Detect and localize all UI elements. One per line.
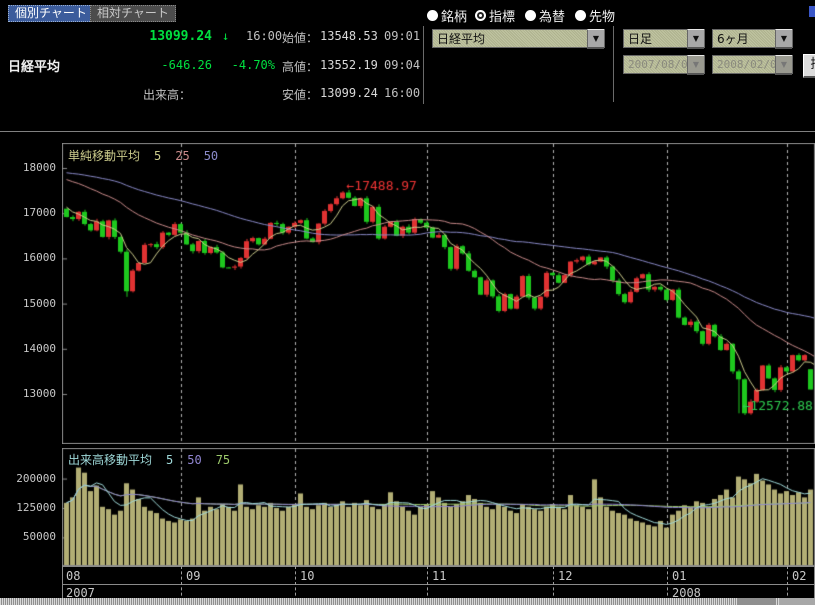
month-label: 10 [300,569,315,583]
radio-icon [525,9,536,21]
month-label: 09 [186,569,201,583]
date-to-value: 2008/02/06 [717,58,775,71]
axis-tick-label: 13000 [22,387,56,400]
volume-legend-title: 出来高移動平均 [68,453,153,467]
tab-relative-chart[interactable]: 相対チャート [90,5,176,22]
price-change: -646.26 [161,58,212,72]
month-boundary-tick [427,566,429,601]
legend-period-label: 75 [215,453,231,467]
radio-selected-icon [475,9,486,21]
horizontal-scrollbar[interactable] [0,598,815,605]
draw-button[interactable]: 描 [803,54,815,78]
price-legend-title: 単純移動平均 [68,149,141,163]
instrument-name: 日経平均 [8,60,61,75]
interval-select-value: 日足 [628,32,653,46]
chevron-down-icon: ▼ [687,54,704,75]
month-boundary-tick [787,566,789,601]
range-select[interactable]: 6ヶ月 ▼ [712,28,793,49]
radio-icon [575,9,586,21]
window-edge-fragment [809,6,815,17]
symbol-select-value: 日経平均 [437,32,486,46]
high-value: 13552.19 [320,58,378,72]
volume-legend: 出来高移動平均 5 50 75 [68,451,258,468]
axis-tick-label: 200000 [16,471,56,485]
radio-index-label: 指標 [489,9,516,25]
month-label: 08 [66,569,81,583]
last-price-time: 16:00 [246,29,283,43]
axis-tick-label: 15000 [22,296,56,310]
axis-tick-label: 125000 [16,500,56,514]
axis-tick-label: 16000 [22,251,56,265]
radio-forex-label: 為替 [539,9,566,25]
month-label: 12 [558,569,573,583]
radio-symbol-label: 銘柄 [441,9,468,25]
month-label: 02 [792,569,807,583]
last-price: 13099.24 [149,29,212,44]
axis-tick-label: 17000 [22,206,56,220]
down-arrow-icon: ↓ [222,29,230,43]
high-label: 高値： [282,60,319,74]
chevron-down-icon: ▼ [687,28,704,49]
panel-divider [613,26,614,102]
month-label: 11 [432,569,447,583]
radio-index[interactable]: 指標 [475,8,516,25]
month-boundary-tick [295,566,297,601]
axis-tick-label: 50000 [22,530,56,544]
month-label: 01 [672,569,687,583]
axis-tick-label: 18000 [22,161,56,174]
chevron-down-icon: ▼ [587,28,604,49]
month-boundary-tick [553,566,555,601]
open-time: 09:01 [384,29,421,43]
volume-chart-canvas [62,448,815,566]
date-to-select[interactable]: 2008/02/06 ▼ [712,54,793,75]
symbol-select[interactable]: 日経平均 ▼ [432,28,605,49]
scrollbar-thumb[interactable] [738,598,776,605]
radio-symbol[interactable]: 銘柄 [427,8,468,25]
price-chart-canvas [62,143,815,444]
interval-select[interactable]: 日足 ▼ [623,28,705,49]
tab-individual-chart[interactable]: 個別チャート [8,5,94,22]
month-boundary-tick [667,566,669,601]
radio-icon [427,9,438,21]
legend-period-label: 50 [187,453,202,467]
price-change-percent: -4.70% [231,58,275,72]
open-value: 13548.53 [320,29,378,43]
year-label: 2008 [672,586,701,600]
open-label: 始値： [282,31,319,45]
scrollbar-button[interactable] [779,598,815,605]
radio-futures[interactable]: 先物 [575,8,616,25]
header-divider [0,131,815,132]
legend-period-label: 50 [203,149,219,163]
legend-period-label: 25 [175,149,190,163]
radio-futures-label: 先物 [589,9,616,25]
price-legend: 単純移動平均 5 25 50 [68,147,246,164]
low-value: 13099.24 [320,86,378,100]
date-from-select[interactable]: 2007/08/06 ▼ [623,54,705,75]
legend-period-label: 5 [166,453,174,467]
low-label: 安値： [282,88,319,102]
range-select-value: 6ヶ月 [717,32,749,46]
legend-period-label: 5 [154,149,162,163]
chevron-down-icon: ▼ [775,54,792,75]
month-boundary-tick [181,566,183,601]
radio-forex[interactable]: 為替 [525,8,566,25]
year-label: 2007 [66,586,95,600]
axis-tick-label: 14000 [22,341,56,355]
low-time: 16:00 [384,86,421,100]
chevron-down-icon: ▼ [775,28,792,49]
volume-label: 出来高： [143,88,192,102]
high-time: 09:04 [384,58,421,72]
panel-divider [423,26,424,104]
date-from-value: 2007/08/06 [628,58,687,71]
